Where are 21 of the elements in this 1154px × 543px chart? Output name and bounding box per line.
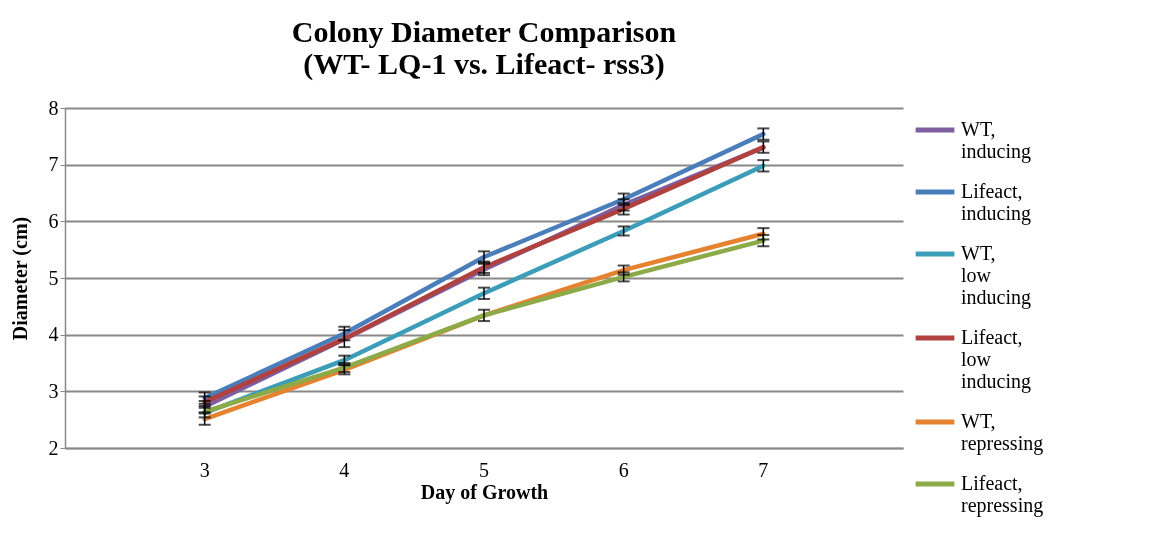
legend-label: Lifeact, low inducing [961, 326, 1031, 393]
y-tick-label: 6 [48, 209, 59, 232]
y-tick-label: 5 [48, 266, 59, 289]
legend-label: Lifeact, inducing [961, 180, 1031, 225]
y-tick-label: 2 [48, 436, 59, 459]
x-tick-label: 6 [618, 458, 629, 481]
x-tick-label: 3 [199, 458, 210, 481]
y-tick-label: 8 [48, 96, 59, 119]
y-tick-label: 3 [48, 379, 59, 402]
chart-title: Colony Diameter Comparison (WT- LQ-1 vs. Lifeact- rss3) [291, 15, 677, 81]
y-tick-label: 4 [48, 323, 59, 346]
legend-label: WT, repressing [961, 410, 1044, 455]
legend-label: WT, low inducing [961, 242, 1031, 309]
y-tick-label: 7 [48, 153, 59, 176]
x-axis-title: Day of Growth [420, 480, 549, 504]
x-tick-label: 7 [758, 458, 769, 481]
x-tick-label: 5 [479, 458, 489, 481]
legend-label: Lifeact, repressing [961, 472, 1044, 517]
legend-label: WT, inducing [961, 118, 1031, 163]
y-axis-title: Diameter (cm) [8, 216, 32, 341]
x-tick-label: 4 [339, 458, 350, 481]
